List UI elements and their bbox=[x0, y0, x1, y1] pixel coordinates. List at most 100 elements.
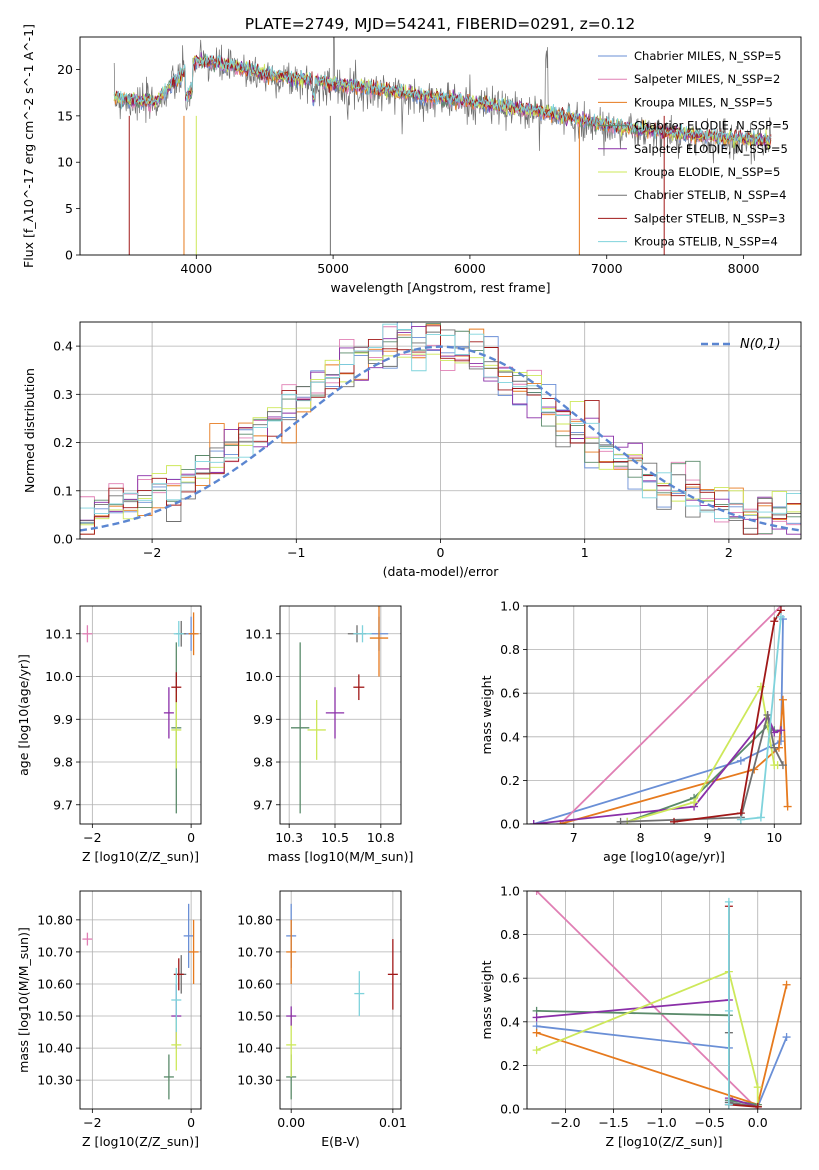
plus-marker bbox=[736, 815, 745, 824]
data-point bbox=[353, 674, 365, 701]
y-tick-label: 0.8 bbox=[500, 927, 520, 942]
data-point bbox=[171, 672, 182, 703]
y-tick-label: 10.1 bbox=[245, 626, 273, 641]
plus-marker bbox=[782, 1033, 791, 1042]
data-point bbox=[354, 971, 365, 1017]
data-point bbox=[82, 625, 93, 643]
y-axis-label: Flux [f_λ10^-17 erg cm^-2 s^-1 A^-1] bbox=[21, 24, 36, 268]
legend: Chabrier MILES, N_SSP=5 Salpeter MILES, N… bbox=[598, 49, 789, 249]
plus-marker bbox=[782, 980, 791, 989]
y-tick-label: 10.0 bbox=[45, 669, 73, 684]
x-axis-label: Z [log10(Z/Z_sun)] bbox=[606, 1134, 723, 1149]
y-tick-label: 10.1 bbox=[45, 626, 73, 641]
plus-marker bbox=[753, 1083, 762, 1092]
data-point bbox=[325, 687, 345, 739]
plus-marker bbox=[616, 817, 625, 824]
plus-marker bbox=[778, 695, 787, 704]
y-tick-label: 9.7 bbox=[253, 797, 273, 812]
plus-marker bbox=[532, 1013, 541, 1022]
y-tick-label: 0.4 bbox=[53, 339, 73, 354]
data-point bbox=[307, 700, 326, 760]
data-point bbox=[291, 642, 310, 814]
plus-marker bbox=[724, 1006, 733, 1015]
y-tick-label: 10.70 bbox=[237, 944, 273, 959]
plus-marker bbox=[753, 1102, 762, 1109]
histogram-salpeter-stelib bbox=[80, 325, 801, 535]
x-tick-label: 1 bbox=[581, 545, 589, 560]
data-point bbox=[353, 625, 372, 643]
y-tick-label: 0.0 bbox=[53, 532, 73, 547]
x-tick-label: −0.5 bbox=[694, 1115, 724, 1130]
plus-marker bbox=[532, 1028, 541, 1037]
spectrum-kroupa-stelib bbox=[113, 54, 772, 146]
data-point bbox=[82, 932, 93, 946]
x-tick-label: −1 bbox=[287, 545, 305, 560]
y-tick-label: 10.30 bbox=[37, 1073, 73, 1088]
y-tick-label: 15 bbox=[57, 108, 73, 123]
panel-spectrum: 4000 5000 6000 7000 8000 0 5 10 15 20 wavelength [… bbox=[21, 24, 802, 295]
y-axis-label: mass weight bbox=[479, 675, 494, 754]
y-tick-label: 10.50 bbox=[37, 1009, 73, 1024]
x-tick-label: −1.0 bbox=[646, 1115, 676, 1130]
series-lines bbox=[529, 606, 792, 824]
data-point bbox=[171, 691, 182, 769]
points bbox=[82, 903, 199, 1100]
x-tick-label: 10.3 bbox=[275, 830, 303, 845]
y-tick-label: 10.80 bbox=[237, 912, 273, 927]
x-axis-label: age [log10(age/yr)] bbox=[603, 849, 725, 864]
y-tick-label: 9.8 bbox=[253, 755, 273, 770]
y-tick-label: 9.9 bbox=[53, 712, 73, 727]
legend-label: Salpeter STELIB, N_SSP=3 bbox=[634, 211, 785, 225]
legend-label: Chabrier STELIB, N_SSP=4 bbox=[634, 188, 786, 202]
x-tick-label: 7 bbox=[570, 830, 578, 845]
x-axis-label: E(B-V) bbox=[321, 1134, 360, 1149]
y-tick-label: 0.0 bbox=[500, 817, 520, 832]
legend-label: Kroupa MILES, N_SSP=5 bbox=[634, 95, 773, 109]
data-point bbox=[387, 939, 398, 1010]
y-tick-label: 0.8 bbox=[500, 642, 520, 657]
plus-marker bbox=[532, 1046, 541, 1055]
axes-frame bbox=[279, 890, 402, 1110]
y-tick-label: 0.0 bbox=[500, 1102, 520, 1117]
legend-label: N(0,1) bbox=[740, 337, 781, 352]
y-tick-label: 5 bbox=[65, 201, 73, 216]
y-axis-label: Normed distribution bbox=[22, 368, 37, 493]
x-tick-label: −2 bbox=[83, 830, 101, 845]
points bbox=[82, 612, 199, 814]
x-axis-label: Z [log10(Z/Z_sun)] bbox=[82, 1134, 199, 1149]
x-tick-label: 2 bbox=[725, 545, 733, 560]
y-tick-label: 1.0 bbox=[500, 599, 520, 614]
axes-frame bbox=[79, 890, 202, 1110]
x-tick-label: 0.0 bbox=[748, 1115, 768, 1130]
y-tick-label: 0.2 bbox=[500, 1058, 520, 1073]
panel-massweight_vs_age: 7 8 9 10 0.0 0.2 0.4 0.6 0.8 1.0 age [log10(age/yr… bbox=[479, 599, 802, 864]
spectrum-lines bbox=[113, 37, 772, 255]
y-axis-label: mass [log10(M/M_sun)] bbox=[16, 927, 31, 1073]
legend-label: Salpeter MILES, N_SSP=2 bbox=[634, 72, 780, 86]
y-axis-label: age [log10(age/yr)] bbox=[16, 654, 31, 776]
figure-title: PLATE=2749, MJD=54241, FIBERID=0291, z=0… bbox=[245, 15, 635, 33]
series-salpeter-miles bbox=[559, 606, 782, 824]
axes-frame bbox=[79, 605, 202, 825]
series-kroupa-elodie bbox=[536, 970, 759, 1107]
plus-marker bbox=[770, 617, 779, 626]
y-tick-label: 10.0 bbox=[245, 669, 273, 684]
plus-marker bbox=[670, 817, 679, 824]
plus-marker bbox=[532, 891, 541, 895]
plus-marker bbox=[529, 820, 538, 824]
data-point bbox=[188, 612, 199, 656]
data-point bbox=[171, 967, 182, 1033]
x-axis-label: (data-model)/error bbox=[383, 564, 500, 579]
x-tick-label: 8000 bbox=[728, 261, 760, 276]
histograms bbox=[80, 322, 801, 535]
x-axis-label: wavelength [Angstrom, rest frame] bbox=[330, 280, 550, 295]
legend-label: Kroupa ELODIE, N_SSP=5 bbox=[634, 165, 780, 179]
series-chabrier-miles bbox=[533, 619, 784, 824]
data-point bbox=[173, 958, 184, 991]
plus-marker bbox=[724, 1100, 733, 1109]
x-tick-label: 9 bbox=[703, 830, 711, 845]
panel-mass_vs_EBV: 0.00 0.01 10.30 10.40 10.50 10.60 10.70 10.80 E(… bbox=[237, 890, 407, 1149]
y-tick-label: 10 bbox=[57, 155, 73, 170]
panel-age_vs_Z: −2 0 9.7 9.8 9.9 10.0 10.1 Z [log10(Z/Z_sun)] ag… bbox=[16, 605, 202, 864]
y-tick-label: 9.8 bbox=[53, 755, 73, 770]
